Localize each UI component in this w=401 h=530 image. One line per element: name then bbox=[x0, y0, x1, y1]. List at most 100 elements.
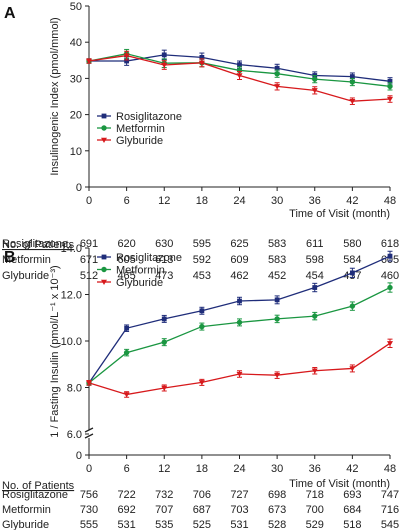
patients-count: 518 bbox=[343, 519, 361, 530]
legend-marker bbox=[101, 125, 107, 131]
legend-label: Metformin bbox=[116, 123, 165, 135]
legend-marker bbox=[101, 113, 107, 119]
data-point bbox=[274, 70, 280, 77]
legend-label: Glyburide bbox=[116, 135, 163, 147]
data-point bbox=[161, 316, 167, 322]
patients-count: 555 bbox=[80, 519, 98, 530]
x-tick-label: 18 bbox=[196, 195, 208, 207]
legend-marker bbox=[101, 266, 107, 273]
y-tick-label: 10 bbox=[70, 146, 82, 158]
x-tick-label: 36 bbox=[309, 195, 321, 207]
y-tick-label: 12.0 bbox=[61, 290, 82, 302]
y-tick-label: 0 bbox=[76, 450, 82, 462]
data-point bbox=[236, 319, 243, 326]
patients-count: 687 bbox=[193, 504, 211, 516]
patients-count: 580 bbox=[343, 238, 361, 250]
data-point bbox=[161, 385, 168, 391]
patients-count: 595 bbox=[193, 238, 211, 250]
x-tick-label: 36 bbox=[309, 463, 321, 475]
axis-break-mark bbox=[84, 427, 94, 433]
data-point bbox=[274, 372, 281, 379]
patients-count: 722 bbox=[117, 489, 135, 501]
patients-count: 583 bbox=[268, 254, 286, 266]
patients-count: 462 bbox=[230, 270, 248, 282]
data-point bbox=[349, 79, 356, 85]
data-point bbox=[123, 349, 130, 356]
y-tick-label: 50 bbox=[70, 1, 82, 13]
patients-count: 454 bbox=[306, 270, 324, 282]
patients-count: 707 bbox=[155, 504, 173, 516]
data-point bbox=[274, 316, 280, 322]
patients-count: 716 bbox=[381, 504, 399, 516]
axis-break-mark bbox=[84, 433, 94, 439]
x-axis-label: Time of Visit (month) bbox=[289, 478, 390, 490]
x-tick-label: 48 bbox=[384, 463, 396, 475]
series-glyburide bbox=[86, 338, 393, 398]
patients-row-label: Rosiglitazone bbox=[2, 238, 68, 250]
data-point bbox=[199, 308, 205, 314]
panel-b: B 0 6.0 8.0 10.0 12.0 14.0 0 6 12 18 24 30 36 42 48 Time… bbox=[2, 243, 399, 530]
data-point bbox=[387, 78, 393, 84]
patients-count: 747 bbox=[381, 489, 399, 501]
patients-count: 692 bbox=[117, 504, 135, 516]
y-tick-label: 40 bbox=[70, 37, 82, 49]
data-point bbox=[387, 96, 393, 103]
y-tick-label: 6.0 bbox=[67, 429, 82, 441]
y-tick-label: 8.0 bbox=[67, 383, 82, 395]
x-tick-label: 42 bbox=[346, 463, 358, 475]
data-point bbox=[349, 99, 356, 105]
data-point bbox=[161, 62, 168, 69]
patients-row-label: Glyburide bbox=[2, 270, 49, 282]
patients-count: 630 bbox=[155, 238, 173, 250]
data-point bbox=[124, 325, 130, 331]
y-tick-label: 0 bbox=[76, 182, 82, 194]
legend-label: Metformin bbox=[116, 265, 165, 277]
legend-marker bbox=[101, 137, 107, 143]
data-point bbox=[387, 341, 393, 347]
data-point bbox=[86, 380, 92, 386]
patients-count: 613 bbox=[155, 254, 173, 266]
legend-marker bbox=[101, 254, 107, 260]
y-axis-label: Insulinogenic Index (pmol/mmol) bbox=[49, 17, 61, 175]
data-point bbox=[237, 62, 242, 68]
data-point bbox=[237, 298, 242, 304]
x-tick-label: 6 bbox=[124, 195, 130, 207]
x-tick-label: 12 bbox=[158, 195, 170, 207]
patients-count: 611 bbox=[306, 238, 324, 250]
data-point bbox=[123, 53, 130, 59]
data-point bbox=[199, 323, 205, 330]
x-tick-label: 6 bbox=[124, 463, 130, 475]
panel-label: A bbox=[4, 5, 16, 22]
patients-count: 525 bbox=[193, 519, 211, 530]
patients-count: 698 bbox=[268, 489, 286, 501]
data-point bbox=[274, 65, 280, 71]
legend-label: Rosiglitazone bbox=[116, 111, 182, 123]
x-tick-label: 30 bbox=[271, 463, 283, 475]
patients-title: No. of Patients bbox=[2, 239, 75, 251]
y-tick-label: 30 bbox=[70, 73, 82, 85]
legend-label: Rosiglitazone bbox=[116, 252, 182, 264]
patients-count: 727 bbox=[230, 489, 248, 501]
patients-count: 732 bbox=[155, 489, 173, 501]
patients-count: 531 bbox=[117, 519, 135, 530]
patients-row-label: Rosiglitazone bbox=[2, 489, 68, 501]
x-tick-label: 30 bbox=[271, 195, 283, 207]
data-point bbox=[198, 60, 205, 66]
patients-count: 531 bbox=[230, 519, 248, 530]
data-point bbox=[349, 74, 355, 79]
data-point bbox=[274, 297, 280, 303]
y-tick-label: 20 bbox=[70, 110, 82, 122]
data-point bbox=[236, 73, 243, 79]
patients-count: 535 bbox=[155, 519, 173, 530]
data-point bbox=[161, 52, 167, 58]
patients-title: No. of Patients bbox=[2, 480, 75, 492]
data-point bbox=[312, 285, 318, 290]
patients-count: 756 bbox=[80, 489, 98, 501]
data-point bbox=[311, 88, 318, 94]
patients-count: 452 bbox=[268, 270, 286, 282]
series-metformin bbox=[86, 282, 393, 386]
patients-count: 718 bbox=[306, 489, 324, 501]
